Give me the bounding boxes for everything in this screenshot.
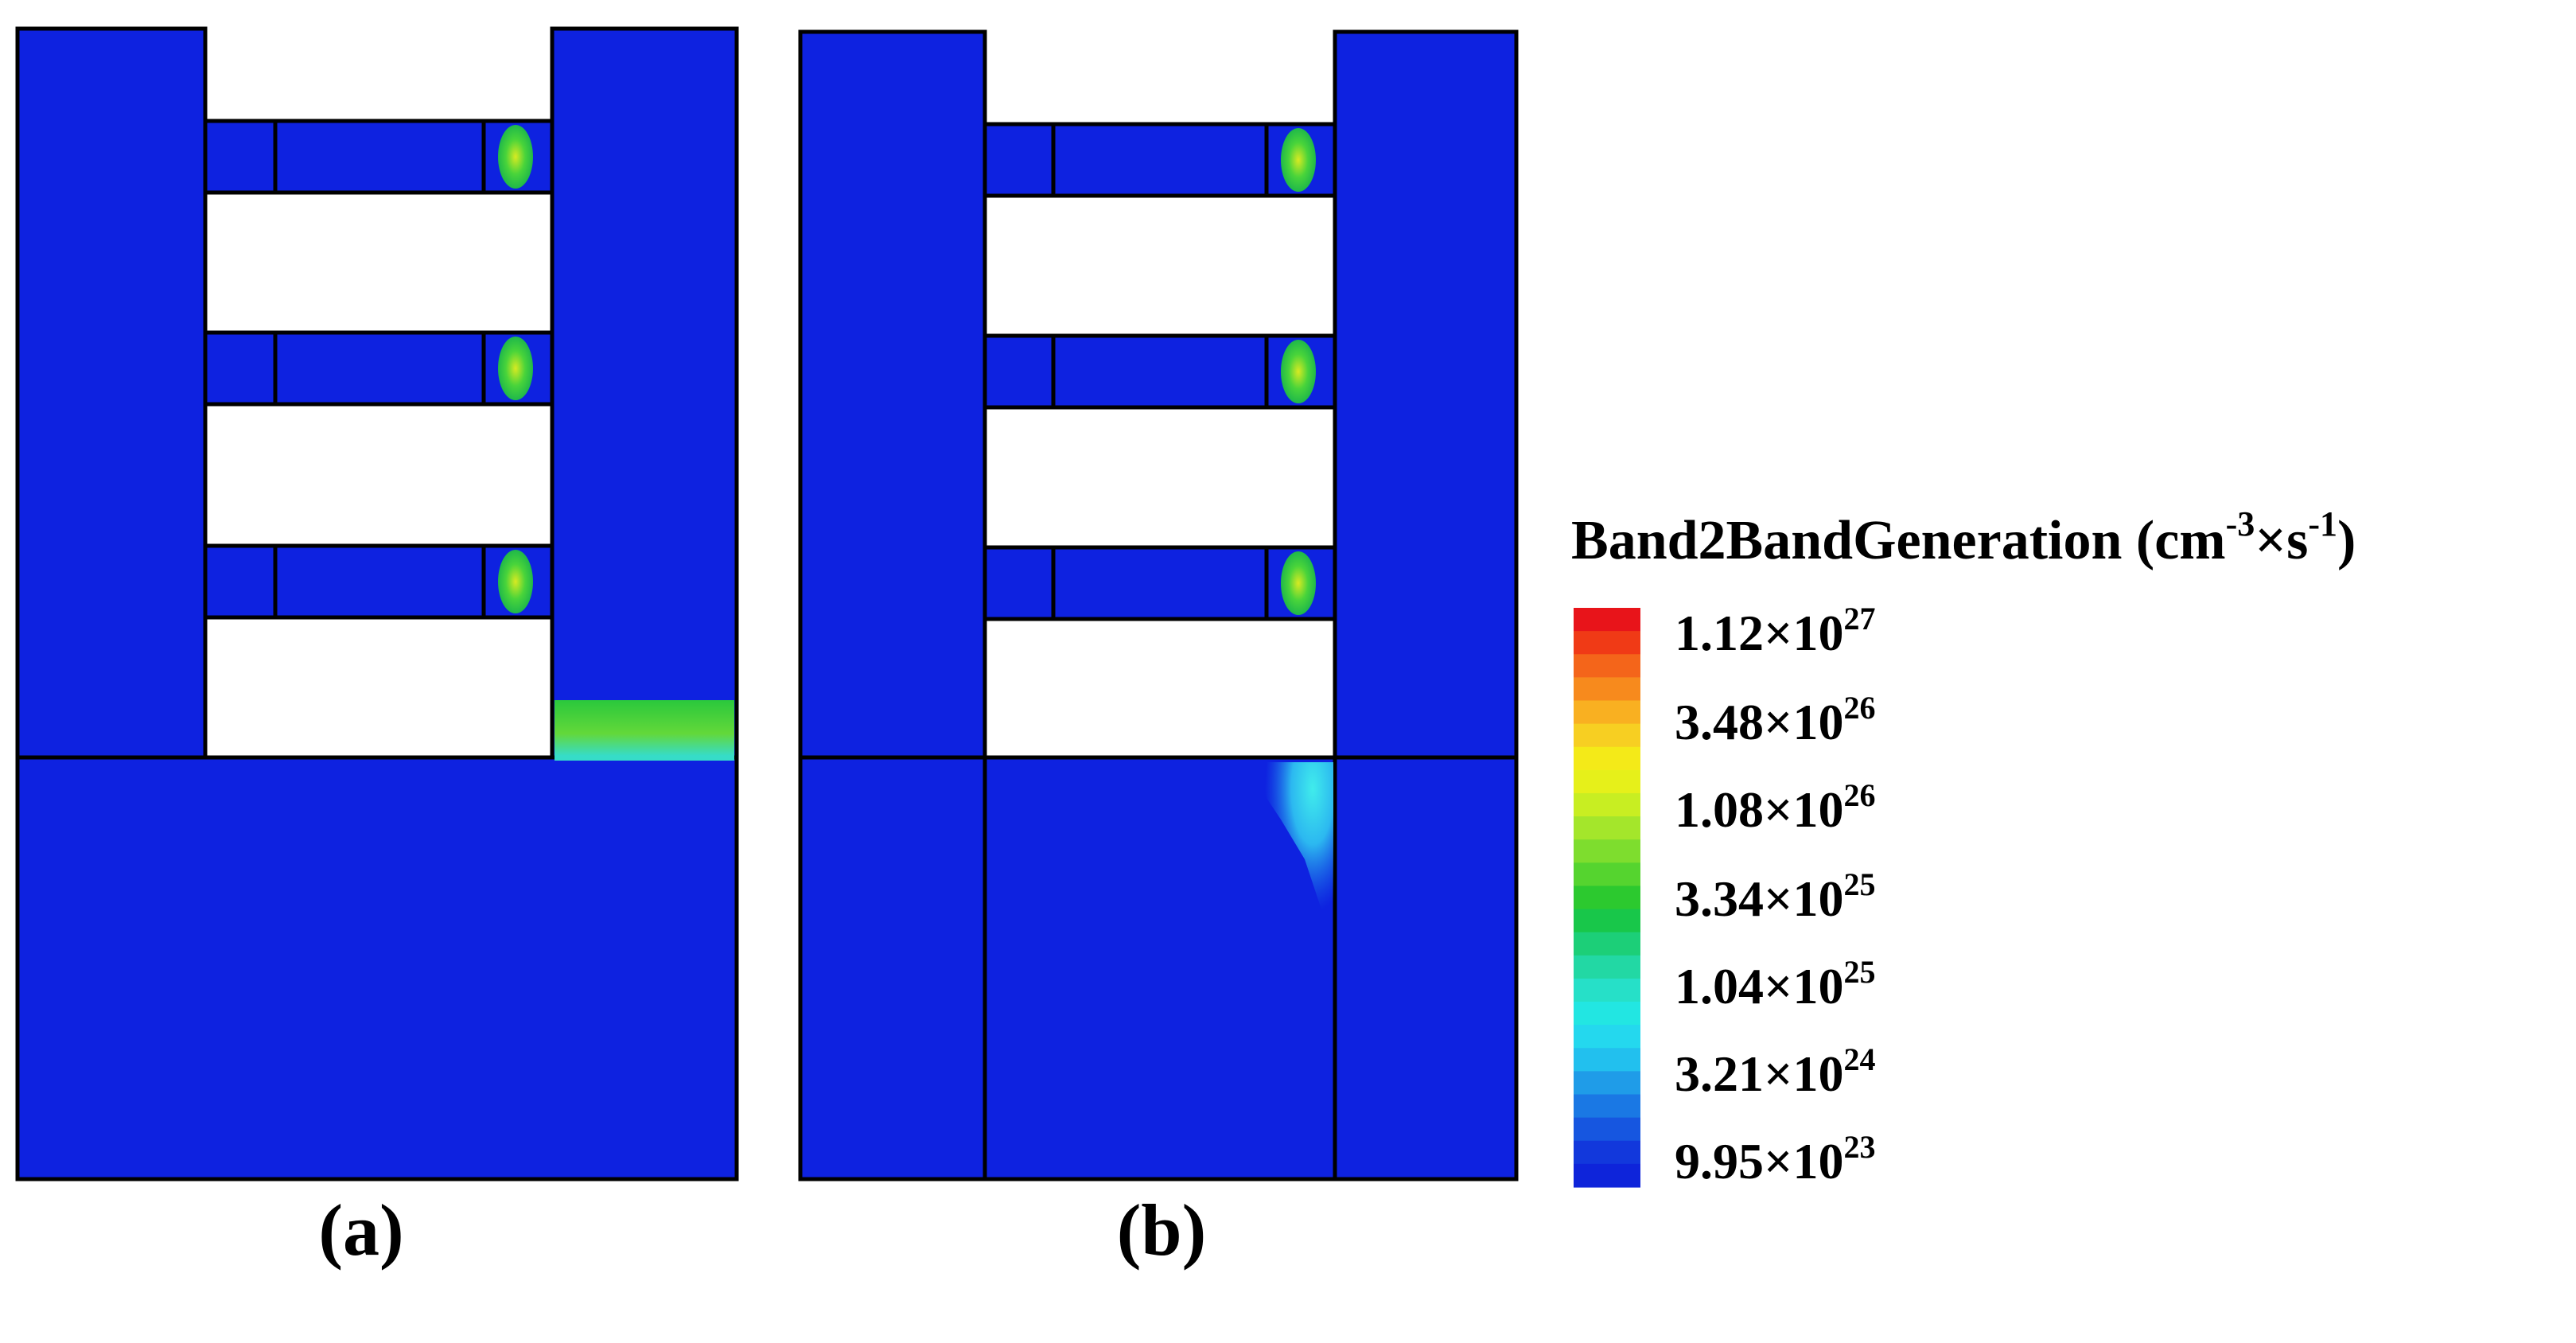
colorbar-segment (1574, 723, 1640, 748)
colorbar-segment (1574, 792, 1640, 817)
colorbar-segment (1574, 1002, 1640, 1026)
panel-b-sheet-1 (983, 122, 1337, 198)
panel-a-hotspot-1 (498, 125, 533, 189)
colorbar-segment (1574, 769, 1640, 794)
colorbar-segment (1574, 909, 1640, 933)
panel-b-sheet-2 (983, 333, 1337, 410)
colorbar-segment (1574, 746, 1640, 771)
panel-b-gap-1 (983, 193, 1337, 338)
colorbar-segment (1574, 955, 1640, 979)
colorbar-segment (1574, 1163, 1640, 1188)
colorbar-segment (1574, 677, 1640, 702)
colorbar-segment (1574, 1025, 1640, 1049)
legend-title: Band2BandGeneration (cm-3×s-1) (1571, 504, 2356, 571)
colorbar-segment (1574, 1048, 1640, 1072)
colorbar-segment (1574, 816, 1640, 840)
colorbar-segment (1574, 700, 1640, 725)
colorbar-segment (1574, 631, 1640, 655)
colorbar-segment (1574, 654, 1640, 678)
legend-tick-4: 3.34×1025 (1675, 866, 1876, 927)
panel-a-right-pillar (550, 26, 739, 760)
panel-a-device (15, 26, 739, 1181)
colorbar-segment (1574, 1117, 1640, 1142)
panel-a-hotspot-2 (498, 337, 533, 400)
legend-colorbar (1574, 608, 1640, 1188)
panel-a-hotspot-3 (498, 550, 533, 613)
panel-a-gap-3 (203, 615, 555, 760)
legend-tick-1: 1.12×1027 (1675, 601, 1876, 661)
panel-b-hotspot-2 (1281, 340, 1316, 403)
panel-a-label: (a) (318, 1189, 404, 1271)
legend-tick-7: 9.95×1023 (1675, 1129, 1876, 1189)
panel-a-gap-1 (203, 190, 555, 335)
panel-a-sheet-1 (203, 119, 555, 195)
panel-b-gap-2 (983, 405, 1337, 550)
panel-a-gap-2 (203, 402, 555, 548)
colorbar-segment (1574, 839, 1640, 863)
colorbar-segment (1574, 886, 1640, 910)
colorbar-segment (1574, 1140, 1640, 1165)
legend-tick-5: 1.04×1025 (1675, 954, 1876, 1014)
panel-a-left-pillar (15, 26, 208, 760)
colorbar-segment (1574, 1094, 1640, 1119)
colorbar-segment (1574, 1071, 1640, 1096)
legend-tick-2: 3.48×1026 (1675, 690, 1876, 750)
legend-tick-3: 1.08×1026 (1675, 777, 1876, 838)
panel-b-substrate (798, 755, 1519, 1181)
panel-b-generation-plume (1265, 762, 1333, 939)
panel-b-label: (b) (1116, 1189, 1207, 1271)
panel-b-right-pillar (1333, 29, 1519, 760)
panel-b-hotspot-1 (1281, 128, 1316, 192)
colorbar-segment (1574, 932, 1640, 956)
panel-b-hotspot-3 (1281, 551, 1316, 615)
panel-b-sheet-3 (983, 545, 1337, 621)
colorbar-segment (1574, 978, 1640, 1002)
panel-b-left-pillar (798, 29, 987, 760)
panel-b-device (798, 29, 1519, 1181)
colorbar-segment (1574, 862, 1640, 887)
colorbar-segment (1574, 608, 1640, 632)
panel-a-generation-band (555, 700, 734, 756)
panel-a-substrate (15, 755, 739, 1181)
panel-b-gap-3 (983, 617, 1337, 760)
legend-tick-6: 3.21×1024 (1675, 1041, 1876, 1102)
